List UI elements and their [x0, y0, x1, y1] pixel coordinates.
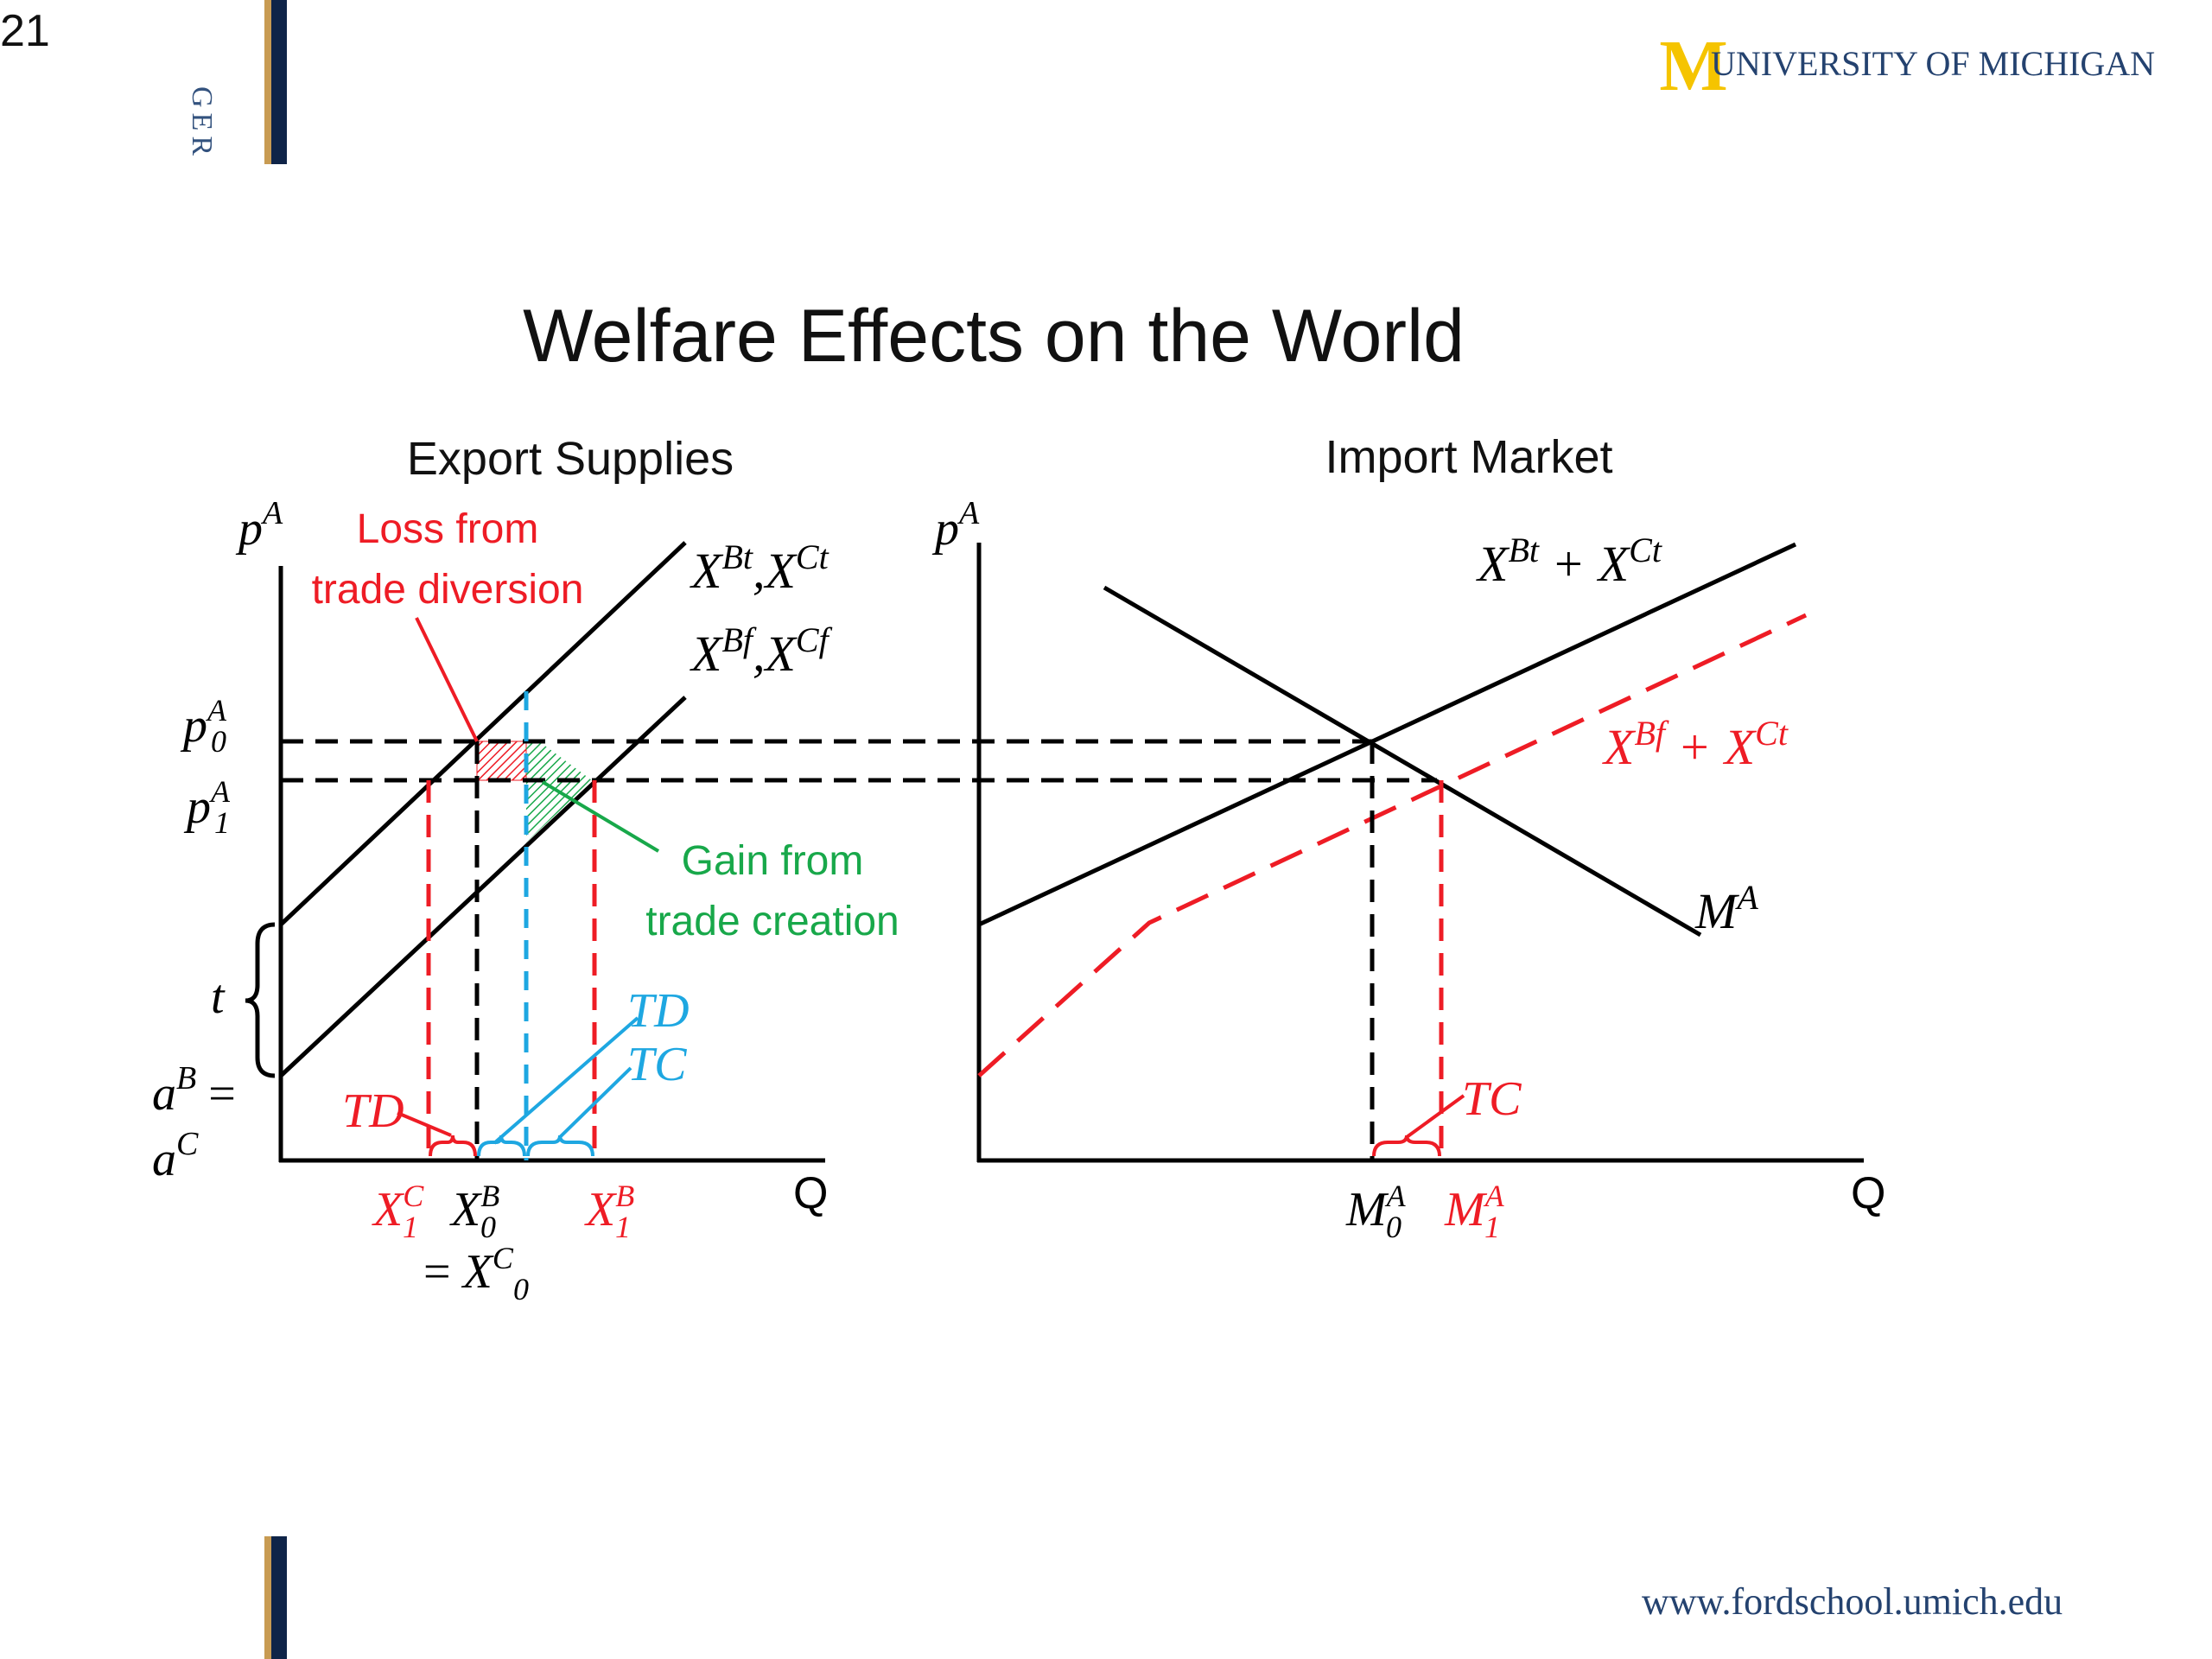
- m0-label: MA 0: [1345, 1179, 1407, 1244]
- university-name: UNIVERSITY OF MICHIGAN: [1711, 44, 2156, 83]
- accent-bar-gold-bottom: [264, 1536, 271, 1659]
- supply-free-label: XBf,XCf: [690, 620, 833, 682]
- tc-blue-brace: [526, 1135, 594, 1157]
- p0-label: pA 0: [180, 693, 227, 759]
- import-supply-free: [977, 613, 1808, 1077]
- gain-pointer: [541, 780, 660, 853]
- aB-label: aB =: [152, 1060, 236, 1121]
- slide-number: 21: [0, 6, 50, 56]
- gain-label-line2: trade creation: [645, 899, 899, 944]
- supply-curve-tariff: [279, 541, 687, 926]
- trade-creation-gain-area: [526, 741, 592, 842]
- gain-label-line1: Gain from: [682, 838, 864, 884]
- left-x-axis-label: Q: [793, 1168, 828, 1218]
- x0c-label: = XC0: [423, 1241, 529, 1306]
- left-panel-title: Export Supplies: [406, 433, 734, 485]
- loss-label-line2: trade diversion: [312, 567, 584, 613]
- x1c-label: XC 1: [372, 1179, 424, 1244]
- slide-title: Welfare Effects on the World: [523, 295, 1465, 378]
- tariff-label: t: [211, 970, 226, 1024]
- accent-bar-gold-top: [264, 0, 271, 164]
- td-red-label: TD: [342, 1084, 404, 1138]
- left-y-axis-label: pA: [235, 495, 283, 556]
- td-red-pointer: [397, 1111, 452, 1137]
- tariff-brace: [245, 922, 276, 1078]
- right-panel-title: Import Market: [1325, 431, 1613, 483]
- tc-red-pointer: [1405, 1094, 1465, 1139]
- right-panel: pA Q XBt + XCt XBf + XCt MA TC MA 0 MA 1: [931, 495, 1885, 1244]
- tc-red-brace: [1372, 1135, 1441, 1157]
- p1-label: pA 1: [183, 774, 231, 840]
- x0b-label: XB 0: [449, 1179, 499, 1244]
- x1b-label: XB 1: [584, 1179, 634, 1244]
- import-supply-tariff: [977, 542, 1797, 927]
- tc-red-label: TC: [1462, 1072, 1522, 1126]
- import-supply-free-label: XBf + XCt: [1602, 714, 1789, 775]
- td-red-brace: [429, 1135, 477, 1157]
- aC-label: aC: [152, 1126, 199, 1186]
- svg-text:M: M: [1659, 33, 1727, 95]
- right-x-axis-label: Q: [1851, 1168, 1885, 1218]
- accent-bar-top: [271, 0, 287, 164]
- tc-blue-label: TC: [627, 1038, 687, 1091]
- supply-curve-free: [279, 696, 687, 1077]
- td-blue-label: TD: [627, 984, 690, 1038]
- loss-pointer: [415, 617, 479, 742]
- university-logo-icon: M: [1659, 33, 1727, 95]
- trade-diversion-loss-area: [476, 741, 527, 781]
- side-label: GER: [186, 86, 218, 161]
- loss-label-line1: Loss from: [357, 506, 539, 552]
- import-demand: [1103, 585, 1702, 938]
- m1-label: MA 1: [1444, 1179, 1505, 1244]
- accent-bar-bottom: [271, 1536, 287, 1659]
- supply-tariff-label: XBt,XCt: [690, 537, 830, 599]
- tc-blue-pointer: [558, 1066, 632, 1139]
- td-blue-pointer: [493, 1016, 639, 1145]
- import-supply-tariff-label: XBt + XCt: [1476, 531, 1662, 592]
- footer-url[interactable]: www.fordschool.umich.edu: [1642, 1580, 2063, 1623]
- left-panel: pA Q XBt,XCt XBf,XCf pA 0 pA 1 t aB = aC Lo…: [152, 495, 1437, 1306]
- import-demand-label: MA: [1694, 878, 1758, 939]
- right-y-axis-label: pA: [931, 495, 980, 556]
